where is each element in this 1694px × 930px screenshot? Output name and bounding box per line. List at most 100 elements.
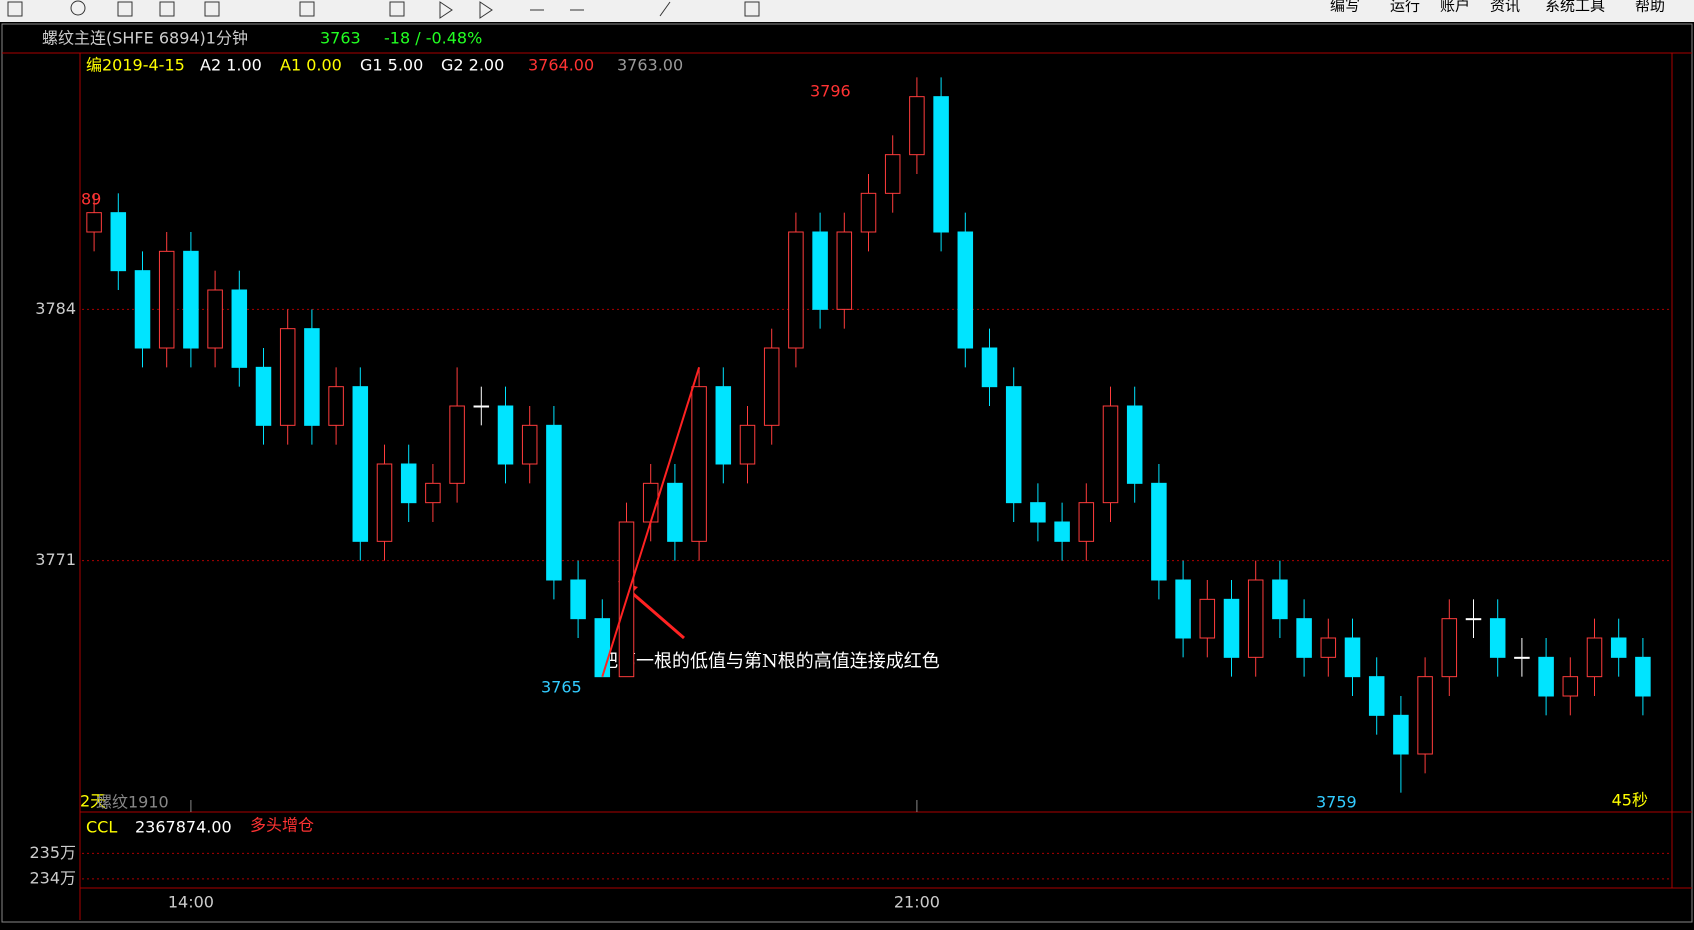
candle-body: [231, 289, 248, 368]
annotation: 3759: [1316, 793, 1357, 812]
candle-body: [521, 424, 538, 465]
candle-body: [860, 192, 877, 233]
candle-body: [1247, 579, 1264, 658]
candle-body: [1344, 637, 1361, 678]
candle-body: [812, 231, 828, 310]
candle-body: [933, 96, 949, 233]
y-tick-label: 235万: [29, 843, 76, 862]
candle-body: [497, 405, 514, 465]
candle-body: [909, 96, 925, 156]
candle-body: [255, 366, 272, 426]
candle-body: [788, 231, 804, 349]
legend-item: G1 5.00: [360, 56, 423, 75]
candle-body: [1199, 598, 1216, 639]
candle-body: [546, 424, 562, 581]
candle-body: [304, 328, 320, 426]
legend-item: 3763.00: [617, 56, 683, 75]
candle-body: [1393, 714, 1409, 755]
candle-body: [1223, 598, 1240, 658]
annotation: 45秒: [1612, 791, 1648, 810]
x-tick-label: 14:00: [168, 893, 214, 912]
menu-item[interactable]: 帮助: [1635, 0, 1665, 15]
candle-body: [1320, 637, 1337, 658]
candle-body: [1151, 482, 1167, 581]
menu-item[interactable]: 系统工具: [1545, 0, 1605, 15]
menu-item[interactable]: 编写: [1330, 0, 1360, 15]
candle-body: [1489, 618, 1506, 658]
candle-body: [1465, 618, 1482, 621]
candle-body: [884, 154, 901, 194]
candle-body: [1078, 502, 1095, 542]
candle-body: [1441, 618, 1458, 678]
candle-body: [570, 579, 586, 620]
candle-body: [400, 463, 417, 504]
y-tick-label: 234万: [29, 868, 76, 887]
candle-body: [86, 212, 102, 233]
candle-body: [473, 405, 490, 408]
candle-body: [328, 386, 344, 426]
y-tick-label: 3784: [35, 299, 76, 318]
candle-body: [1586, 637, 1603, 678]
toolbar-icons: [7, 0, 760, 19]
candle-body: [1054, 521, 1070, 542]
annotation-note: 把第一根的低值与第N根的高值连接成红色: [600, 651, 940, 672]
symbol: 螺纹主连(SHFE 6894)1分钟: [42, 29, 248, 48]
last-price: 3763: [320, 29, 361, 48]
candle-body: [1272, 579, 1288, 620]
candle-body: [279, 328, 296, 426]
candle-body: [739, 424, 756, 465]
candle-body: [207, 289, 223, 349]
menu-item[interactable]: 运行: [1390, 0, 1420, 15]
annotation: 螺纹1910: [96, 793, 169, 812]
candle-body: [763, 347, 780, 426]
candle-body: [1610, 637, 1627, 658]
sub-value: 2367874.00: [135, 818, 232, 837]
candle-body: [1368, 676, 1385, 716]
candle-body: [715, 386, 732, 465]
candle-body: [691, 386, 707, 542]
candle-body: [183, 250, 199, 349]
candle-body: [1635, 656, 1651, 697]
candle-body: [134, 270, 151, 349]
candle-body: [1514, 656, 1530, 659]
window-frame: [1, 23, 1693, 923]
candle-body: [1562, 676, 1579, 697]
sub-name: CCL: [86, 818, 117, 837]
candle-body: [1175, 579, 1191, 639]
candle-body: [449, 405, 465, 484]
candle-body: [981, 347, 998, 388]
candle-body: [425, 482, 441, 504]
legend-item: A2 1.00: [200, 56, 262, 75]
candle-body: [1296, 618, 1312, 658]
candle-body: [594, 618, 611, 678]
legend-item: G2 2.00: [441, 56, 504, 75]
candle-body: [1538, 656, 1554, 697]
candle-body: [1417, 676, 1433, 755]
candle-body: [352, 386, 369, 542]
candle-body: [110, 212, 127, 272]
annotation: 3796: [810, 82, 851, 101]
annotation: 89: [81, 190, 101, 209]
candle-body: [667, 482, 683, 542]
toolbar: [0, 0, 1694, 22]
candle-body: [1102, 405, 1119, 504]
menu-item[interactable]: 账户: [1440, 0, 1470, 15]
candle-body: [957, 231, 974, 349]
candle-body: [1030, 502, 1046, 523]
legend-date: 编2019-4-15: [86, 56, 185, 75]
y-tick-label: 3771: [35, 550, 76, 569]
menu-item[interactable]: 资讯: [1490, 0, 1520, 15]
x-tick-label: 21:00: [894, 893, 940, 912]
change: -18 / -0.48%: [384, 29, 482, 48]
candle-body: [376, 463, 393, 542]
annotation: 3765: [541, 678, 582, 697]
sub-status: 多头增仓: [250, 816, 314, 835]
annotation: 2天: [80, 792, 106, 811]
candle-body: [158, 250, 175, 349]
legend-item: 3764.00: [528, 56, 594, 75]
candle-body: [836, 231, 853, 310]
link-line: [601, 367, 701, 677]
candle-body: [1005, 386, 1022, 504]
